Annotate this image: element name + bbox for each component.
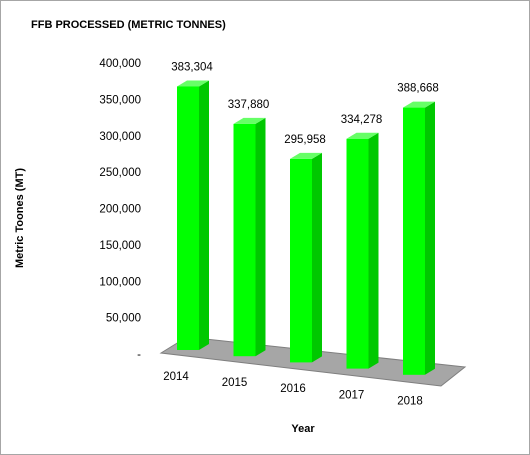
x-tick-label: 2017 <box>339 389 365 401</box>
data-labels: 383,304 337,880 295,958 334,278 388,668 <box>171 61 439 145</box>
chart-title: FFB PROCESSED (METRIC TONNES) <box>31 19 226 31</box>
bar-2016 <box>290 158 312 363</box>
bar-top-2017 <box>346 132 379 139</box>
bar-top-2018 <box>403 101 435 108</box>
y-tick-label: 200,000 <box>99 204 141 216</box>
bar-side-2015 <box>255 117 266 357</box>
bars <box>177 80 435 375</box>
data-label-2017: 334,278 <box>341 114 383 126</box>
y-axis-title: Metric Toones (MT) <box>14 168 26 268</box>
y-tick-label: 400,000 <box>99 58 141 70</box>
data-label-2018: 388,668 <box>397 83 439 95</box>
y-tick-label: 300,000 <box>99 131 141 143</box>
x-tick-label: 2018 <box>397 395 423 407</box>
bar-side-2016 <box>312 152 322 363</box>
y-tick-label: 50,000 <box>106 313 141 325</box>
data-label-2016: 295,958 <box>284 134 326 146</box>
data-label-2015: 337,880 <box>228 99 270 111</box>
bar-top-2015 <box>233 117 266 124</box>
x-tick-label: 2015 <box>222 377 248 389</box>
y-tick-label: 150,000 <box>99 240 141 252</box>
bar-top-2016 <box>290 152 322 159</box>
x-tick-label: 2016 <box>280 383 306 395</box>
x-axis-ticks: 2014 2015 2016 2017 2018 <box>163 371 423 407</box>
bar-side-2017 <box>368 132 379 369</box>
bar-top-2014 <box>177 80 209 87</box>
bar-2014 <box>177 86 199 350</box>
bar-2015 <box>233 123 256 357</box>
bar-2018 <box>403 107 425 375</box>
y-tick-label: 100,000 <box>99 276 141 288</box>
x-tick-label: 2014 <box>163 371 189 383</box>
y-tick-label: - <box>137 349 141 361</box>
data-label-2014: 383,304 <box>171 61 213 73</box>
y-axis-ticks: - 50,000 100,000 150,000 200,000 250,000 300,0… <box>99 58 141 361</box>
y-tick-label: 350,000 <box>99 94 141 106</box>
y-tick-label: 250,000 <box>99 167 141 179</box>
bar-2017 <box>346 138 369 369</box>
bar-side-2014 <box>199 80 209 350</box>
x-axis-title: Year <box>291 423 315 435</box>
bar-side-2018 <box>425 101 435 375</box>
